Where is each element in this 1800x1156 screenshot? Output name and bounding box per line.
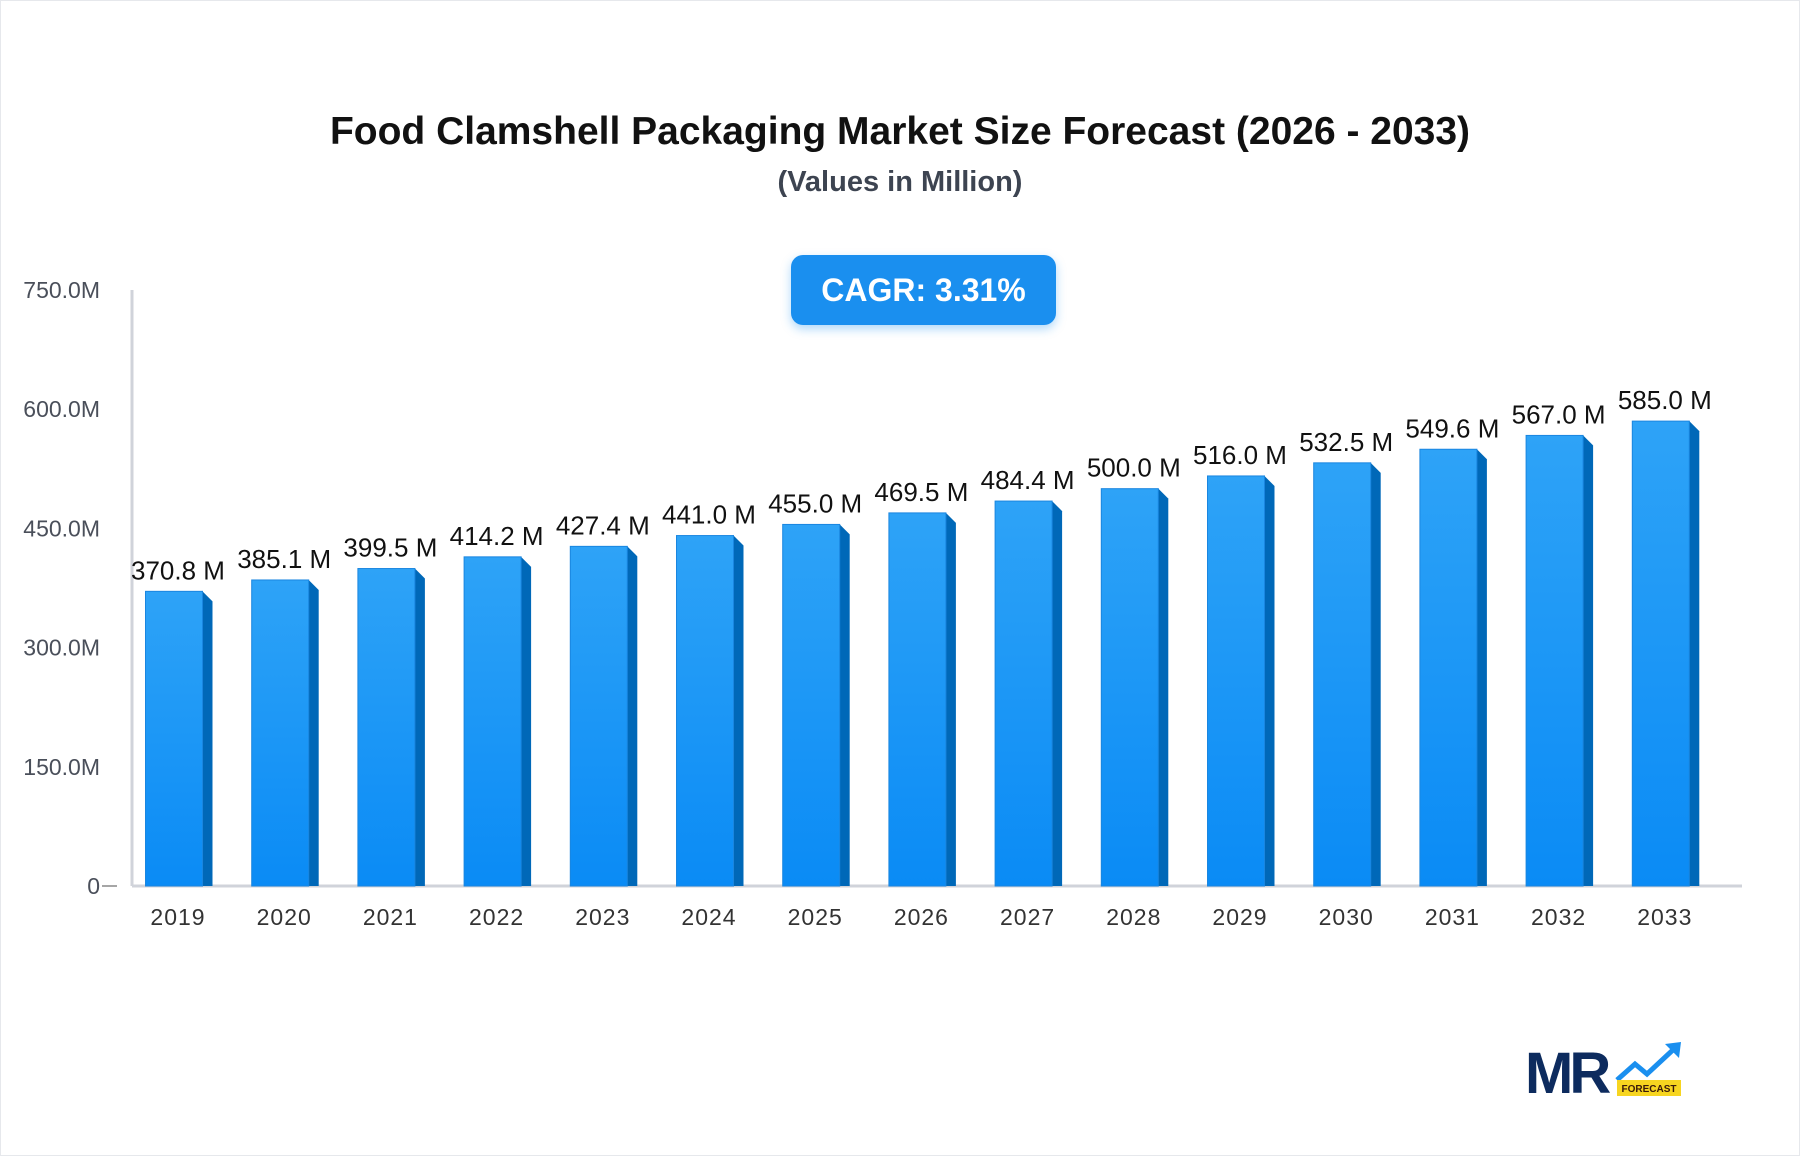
data-label: 500.0 M [1087,453,1181,483]
bar [463,556,522,887]
y-tick-label: 600.0M [23,396,100,422]
bar [994,500,1053,887]
x-tick-label: 2025 [788,904,843,930]
x-tick-label: 2024 [681,904,736,930]
data-label: 484.4 M [981,465,1075,495]
bar-side [627,546,638,886]
data-label: 585.0 M [1618,385,1712,415]
data-label: 399.5 M [343,533,437,563]
y-tick-label: 450.0M [23,515,100,541]
y-tick-label: 300.0M [23,635,100,661]
bar [1525,434,1584,887]
x-tick-label: 2026 [894,904,949,930]
bar-side [945,512,956,886]
bar [782,523,841,887]
data-label: 567.0 M [1512,399,1606,429]
bar [569,545,628,887]
data-label: 516.0 M [1193,440,1287,470]
bar-side [414,568,425,886]
bar-side [839,524,850,886]
bar-side [521,556,532,886]
cagr-badge: CAGR: 3.31% [791,255,1056,325]
x-tick-label: 2028 [1106,904,1161,930]
data-label: 385.1 M [237,544,331,574]
x-tick-label: 2031 [1425,904,1480,930]
bar-side [1689,421,1700,886]
chart-title: Food Clamshell Packaging Market Size For… [329,110,1471,153]
chart-subtitle: (Values in Million) [777,166,1023,198]
data-label: 532.5 M [1299,427,1393,457]
svg-text:FORECAST: FORECAST [1622,1084,1677,1095]
bar [1100,488,1159,887]
y-tick-label: 750.0M [23,277,100,303]
bar [145,590,203,887]
bar-side [1583,435,1594,886]
x-tick-label: 2023 [575,904,630,930]
bar [1419,448,1478,887]
x-tick-label: 2021 [363,904,418,930]
bar [357,568,416,887]
bar-side [1264,475,1275,886]
bar-side [308,579,319,886]
bar [676,535,734,887]
bar [1207,475,1265,887]
data-label: 455.0 M [768,488,862,518]
x-tick-label: 2030 [1319,904,1374,930]
x-tick-label: 2020 [257,904,312,930]
mr-forecast-logo: MR FORECAST [1525,1041,1681,1100]
svg-text:MR: MR [1525,1041,1610,1100]
bar [1313,462,1372,887]
x-tick-label: 2022 [469,904,524,930]
data-label: 469.5 M [874,477,968,507]
bar-side [1370,462,1381,886]
data-label: 370.8 M [131,555,225,585]
x-tick-label: 2027 [1000,904,1055,930]
data-label: 414.2 M [450,521,544,551]
bar [888,512,947,887]
bar [1631,420,1690,887]
bar-side [1476,449,1487,886]
y-tick-label: 0 [87,873,100,899]
bar-side [1052,501,1063,886]
bar [251,579,310,887]
x-tick-label: 2032 [1531,904,1586,930]
bar-side [733,535,744,886]
x-tick-label: 2033 [1637,904,1692,930]
data-label: 441.0 M [662,500,756,530]
x-tick-label: 2019 [150,904,205,930]
data-label: 549.6 M [1405,413,1499,443]
x-tick-label: 2029 [1212,904,1267,930]
bar-side [202,591,213,886]
data-label: 427.4 M [556,510,650,540]
bar-side [1158,488,1169,886]
y-tick-label: 150.0M [23,754,100,780]
